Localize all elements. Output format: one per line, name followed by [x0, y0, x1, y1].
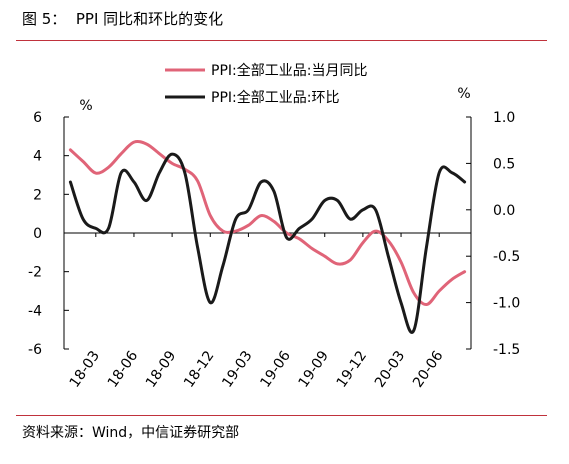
x-tick-label: 19-09 — [296, 348, 332, 391]
right-tick-label: -1.0 — [493, 296, 520, 312]
figure-title: 图 5： PPI 同比和环比的变化 — [22, 10, 224, 28]
left-tick-label: 4 — [33, 149, 42, 165]
left-tick-label: -4 — [28, 303, 42, 319]
right-tick-label: 0.0 — [493, 203, 515, 219]
x-tick-label: 18-12 — [181, 348, 217, 391]
y-tick-labels: 6 4 2 0 -2 -4 -6 1.0 0.5 0.0 -0.5 -1.0 -1.5 — [28, 110, 520, 358]
x-tick-label: 20-06 — [410, 348, 446, 391]
left-tick-label: 0 — [33, 226, 42, 242]
axes — [63, 116, 472, 350]
legend-label-mom: PPI:全部工业品:环比 — [211, 89, 339, 106]
x-tick-label: 18-03 — [67, 348, 103, 391]
x-tick-labels: 18-03 18-06 18-09 18-12 19-03 19-06 19-09 19-12… — [67, 348, 447, 391]
series-line-mom — [68, 152, 467, 334]
x-tick-label: 18-06 — [105, 348, 141, 391]
series-lines — [68, 139, 467, 334]
right-tick-label: -0.5 — [493, 249, 520, 265]
x-tick-label: 19-06 — [257, 348, 293, 391]
left-tick-label: 2 — [33, 187, 42, 203]
x-tick-label: 18-09 — [143, 348, 179, 391]
left-tick-label: -2 — [28, 265, 42, 281]
title-rule — [16, 40, 547, 41]
source-rule — [16, 415, 547, 416]
right-axis-unit: % — [457, 86, 470, 102]
right-tick-label: -1.5 — [493, 342, 520, 358]
x-tick-label: 19-03 — [219, 348, 255, 391]
series-line-yoy — [68, 139, 467, 306]
x-tick-label: 20-03 — [372, 348, 408, 391]
legend-label-yoy: PPI:全部工业品:当月同比 — [211, 62, 367, 79]
right-tick-label: 1.0 — [493, 110, 515, 126]
source-note: 资料来源：Wind，中信证券研究部 — [22, 425, 240, 441]
left-tick-label: 6 — [33, 110, 42, 126]
left-axis-unit: % — [79, 98, 92, 114]
legend: PPI:全部工业品:当月同比 PPI:全部工业品:环比 — [165, 62, 367, 106]
left-tick-label: -6 — [28, 342, 42, 358]
x-tick-label: 19-12 — [334, 348, 370, 391]
right-tick-label: 0.5 — [493, 156, 515, 172]
